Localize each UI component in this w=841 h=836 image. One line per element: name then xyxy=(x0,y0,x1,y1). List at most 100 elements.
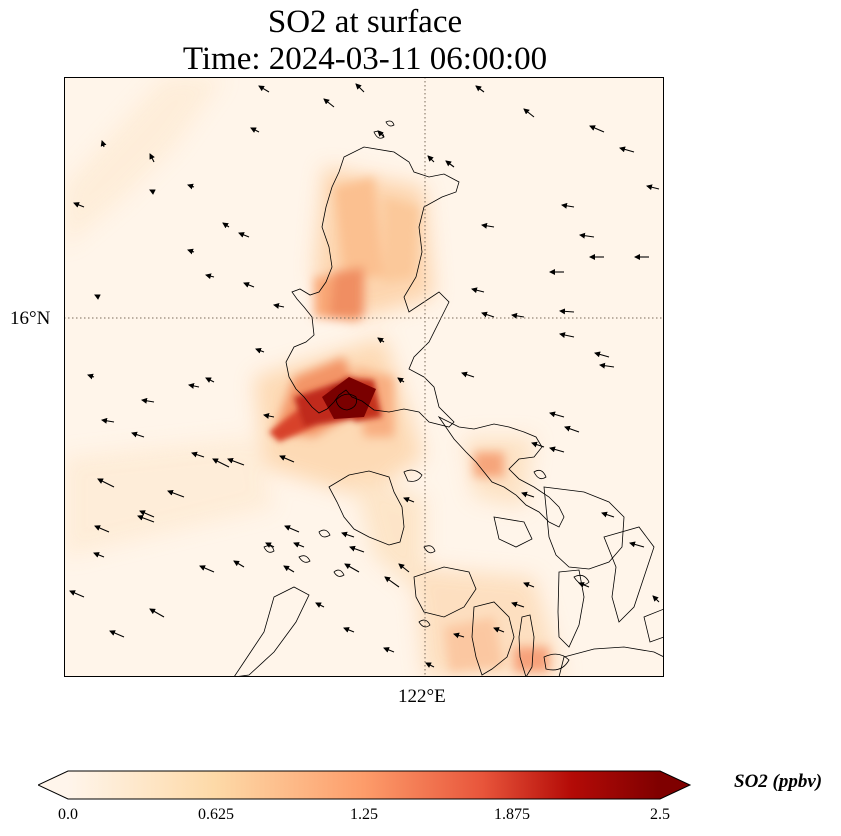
wind-arrow xyxy=(149,608,165,618)
wind-arrow xyxy=(323,98,335,108)
wind-arrow xyxy=(205,377,215,383)
wind-arrow xyxy=(205,273,215,280)
wind-arrow xyxy=(461,371,475,378)
luzon-coastline xyxy=(285,146,460,428)
wind-arrow xyxy=(594,351,610,358)
wind-arrow xyxy=(619,146,635,153)
wind-arrow xyxy=(377,130,385,138)
masbate-coastline xyxy=(493,516,533,548)
wind-arrow xyxy=(149,189,156,195)
wind-arrow xyxy=(549,411,565,418)
wind-arrow xyxy=(561,202,575,209)
wind-arrow xyxy=(69,590,85,598)
wind-arrow xyxy=(475,85,485,93)
coastlines xyxy=(233,120,664,677)
wind-arrow xyxy=(284,525,300,533)
gridlines xyxy=(64,77,664,677)
wind-arrow xyxy=(212,458,230,468)
wind-arrow xyxy=(101,417,115,424)
wind-arrow xyxy=(141,397,155,404)
wind-arrow xyxy=(243,282,255,288)
mindoro-coastline xyxy=(328,470,405,546)
cebu-coastline xyxy=(518,614,535,677)
so2-field xyxy=(64,77,564,677)
wind-arrow xyxy=(283,565,295,573)
panay-coastline xyxy=(413,566,477,618)
wind-arrow xyxy=(403,497,415,503)
wind-arrow xyxy=(646,184,660,191)
wind-arrow xyxy=(589,125,605,133)
wind-arrow xyxy=(94,525,110,533)
wind-arrow xyxy=(233,560,245,568)
colorbar-tick-0: 0.0 xyxy=(58,806,78,823)
colorbar-title: SO2 (ppbv) xyxy=(734,771,823,792)
wind-arrow xyxy=(341,531,355,538)
map-border xyxy=(64,77,664,677)
wind-arrow xyxy=(599,362,615,369)
map-panel[interactable] xyxy=(64,77,664,677)
wind-arrow xyxy=(427,155,435,163)
wind-arrows xyxy=(69,83,660,668)
title-line-1: SO2 at surface xyxy=(267,4,463,40)
wind-arrow xyxy=(273,303,285,309)
wind-arrow xyxy=(315,602,325,608)
wind-arrow xyxy=(258,85,270,93)
wind-arrow xyxy=(578,582,590,588)
wind-arrow xyxy=(471,287,485,294)
bohol-coastline xyxy=(543,653,570,671)
wind-arrow xyxy=(493,627,505,633)
colorbar-extend-low xyxy=(38,771,68,799)
colorbar-tick-1: 0.625 xyxy=(198,806,234,823)
colorbar-tick-4: 2.5 xyxy=(650,806,670,823)
wind-arrow xyxy=(238,232,250,238)
wind-arrow xyxy=(139,510,155,518)
wind-arrow xyxy=(425,662,435,668)
lon-tick-label: 122°E xyxy=(398,686,446,707)
wind-arrow xyxy=(343,627,355,633)
wind-arrow xyxy=(263,413,275,419)
wind-arrow xyxy=(187,248,195,255)
wind-arrow xyxy=(93,552,105,558)
wind-arrow xyxy=(344,563,360,573)
wind-arrow xyxy=(564,425,580,433)
wind-arrow xyxy=(398,563,410,573)
island-e4 xyxy=(533,469,547,480)
wind-arrow xyxy=(94,294,101,300)
wind-arrow xyxy=(137,514,155,523)
wind-arrow xyxy=(549,446,565,453)
wind-arrow xyxy=(167,489,185,498)
wind-arrow xyxy=(383,647,395,653)
wind-arrow xyxy=(629,541,645,548)
wind-arrow xyxy=(652,595,660,603)
island-w3 xyxy=(333,569,345,577)
wind-arrow xyxy=(481,222,495,229)
map-svg xyxy=(64,77,664,677)
wind-arrow xyxy=(523,582,535,588)
wind-arrow xyxy=(199,565,215,573)
wind-arrow xyxy=(188,383,200,389)
bicol-coastline xyxy=(437,415,565,528)
wind-arrow xyxy=(265,542,275,548)
wind-arrow xyxy=(445,160,455,168)
island-w4 xyxy=(318,529,331,538)
island-e2 xyxy=(643,608,664,643)
wind-arrow xyxy=(349,545,365,553)
wind-arrow xyxy=(384,576,400,588)
wind-arrow xyxy=(279,455,295,463)
wind-arrow xyxy=(453,632,465,639)
wind-arrow xyxy=(255,347,265,354)
wind-arrow xyxy=(227,457,245,466)
wind-arrow xyxy=(377,337,385,344)
wind-arrow xyxy=(87,373,95,380)
leyte-coastline xyxy=(557,569,585,648)
island-e1 xyxy=(603,526,655,623)
island-n2 xyxy=(385,120,395,127)
colorbar-outline xyxy=(38,770,692,800)
mindanao-coastline xyxy=(558,646,664,677)
island-w2 xyxy=(298,555,311,563)
title-line-2: Time: 2024-03-11 06:00:00 xyxy=(182,41,548,77)
wind-arrow xyxy=(293,542,305,548)
negros-coastline xyxy=(471,601,515,676)
wind-arrow xyxy=(250,127,260,133)
colorbar xyxy=(38,770,692,800)
